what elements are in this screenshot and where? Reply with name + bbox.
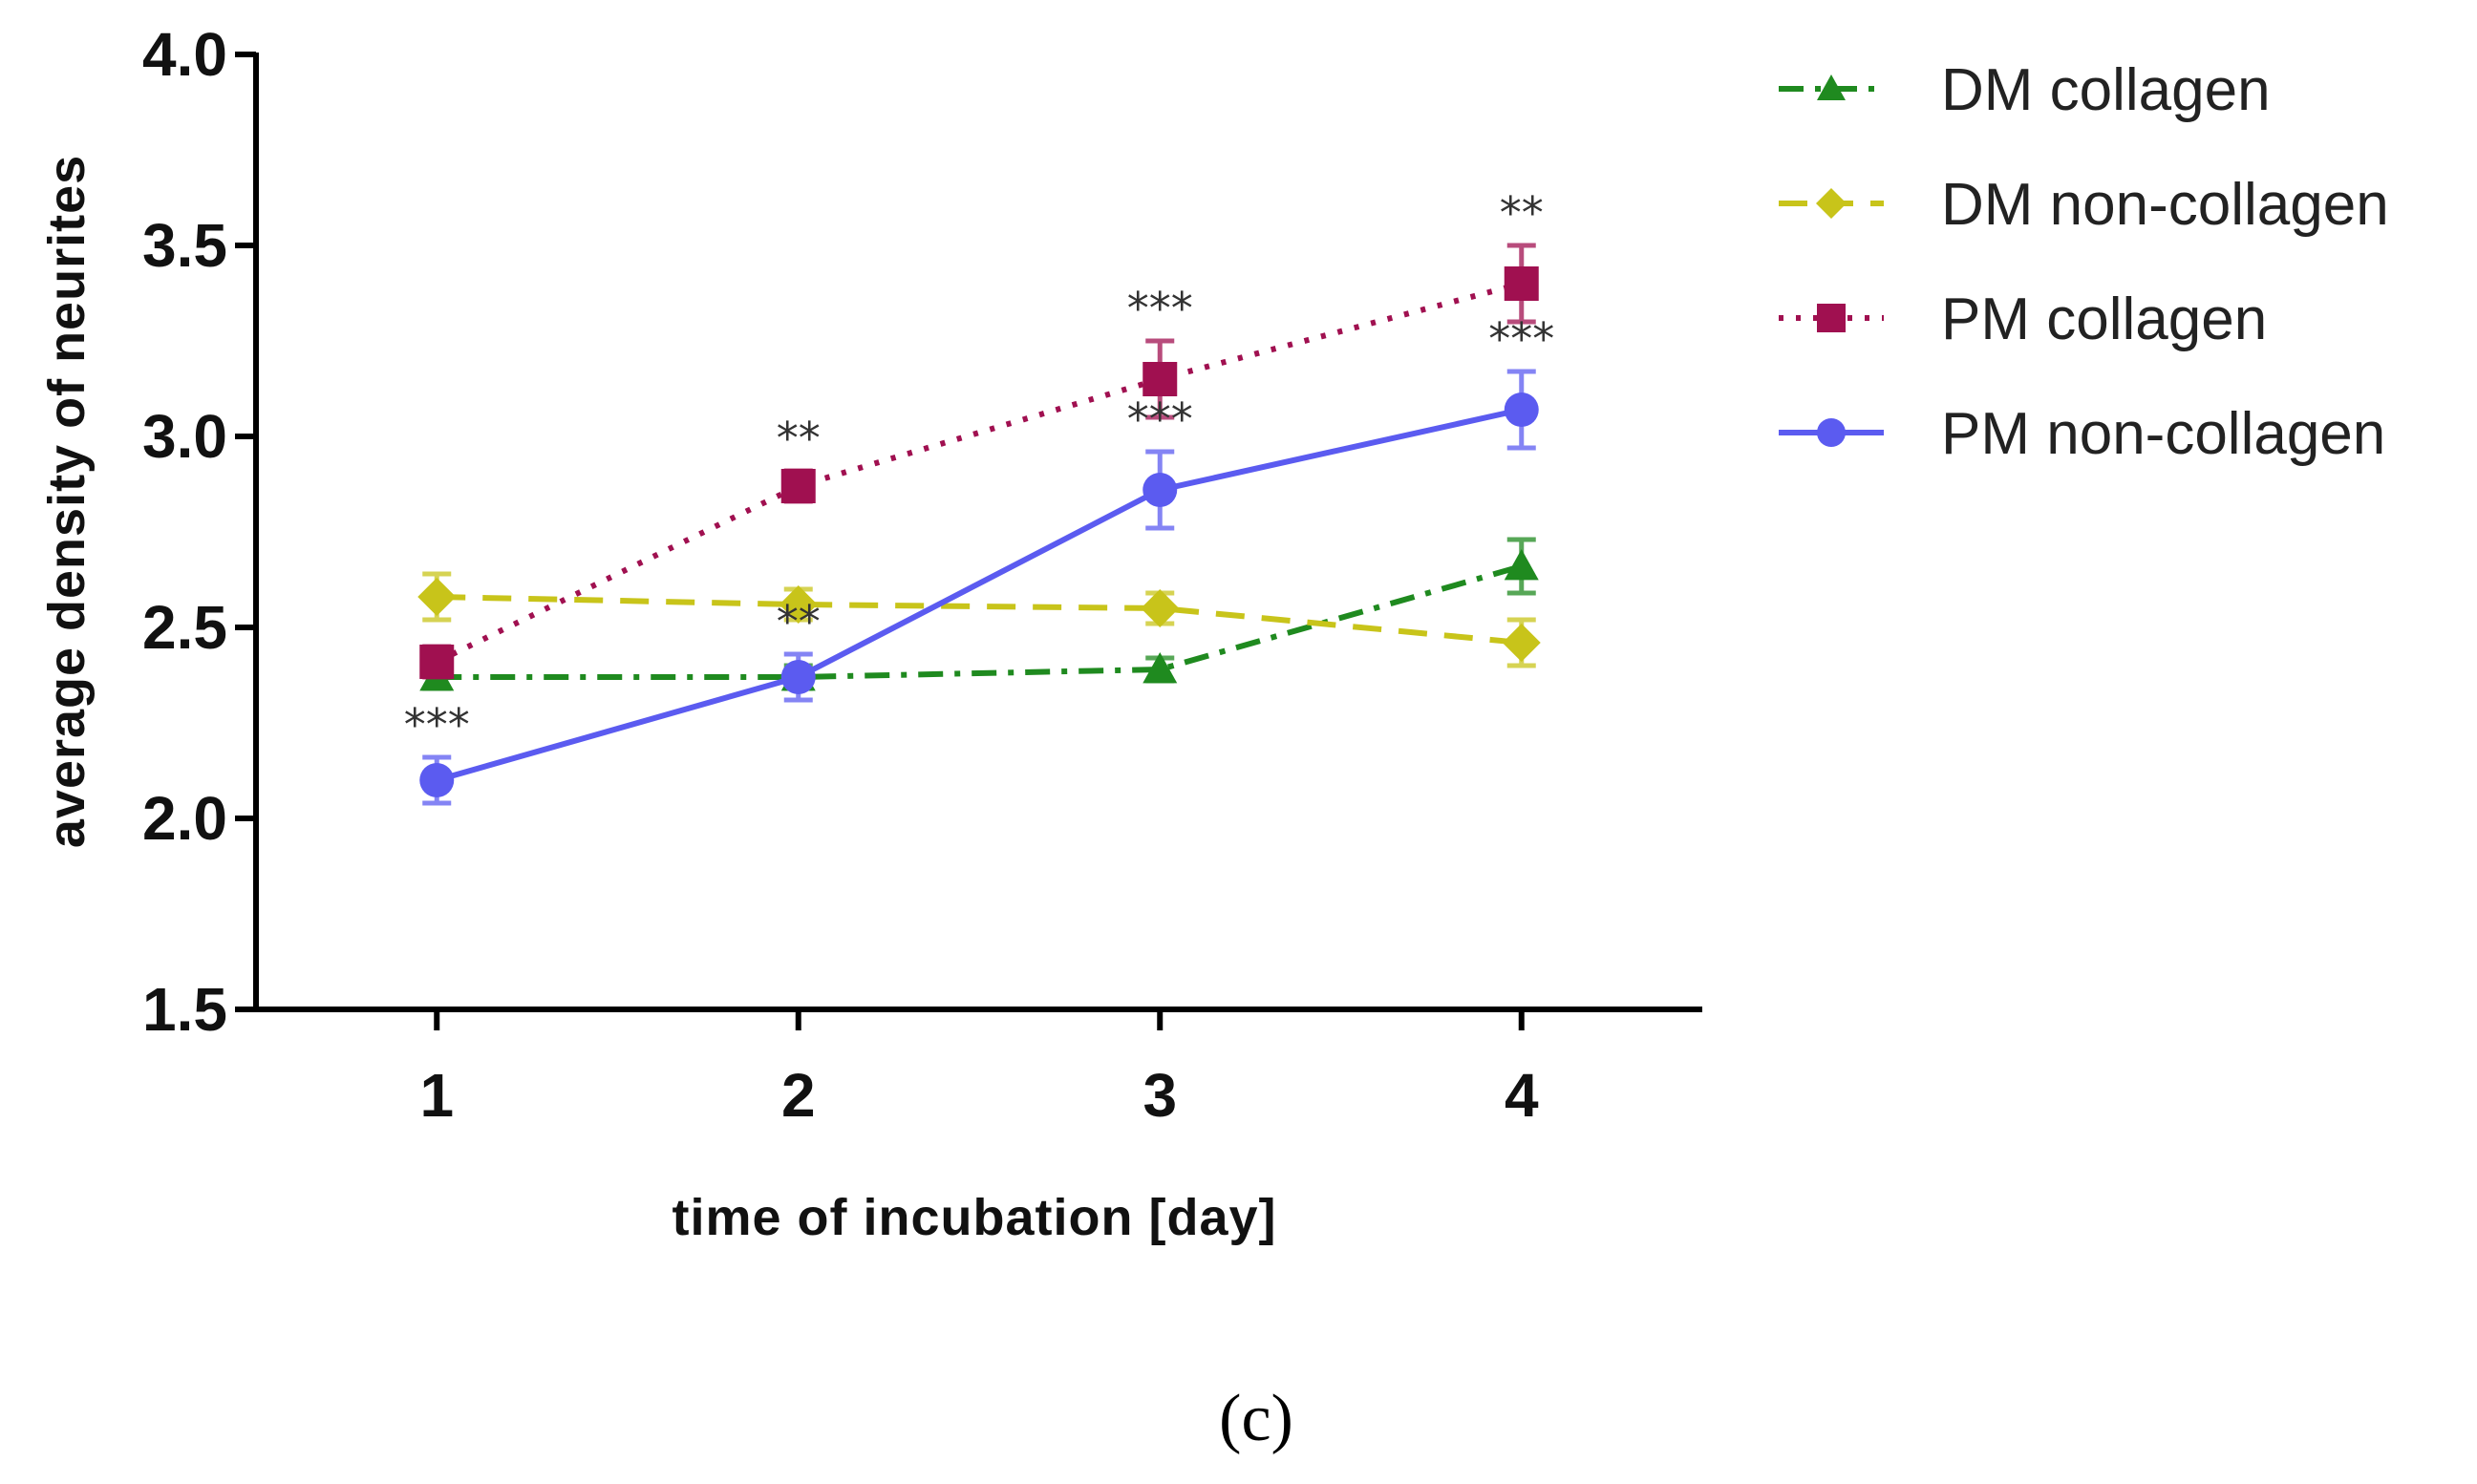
- legend: DM collagen DM non-collagen PM collagen PM …: [1779, 57, 2389, 467]
- significance-label: ***: [404, 699, 470, 751]
- data-point: [417, 578, 457, 616]
- y-tick-label: 3.5: [142, 211, 227, 280]
- legend-label: DM collagen: [1941, 57, 2271, 123]
- series-line: [437, 563, 1523, 680]
- significance-label: ***: [1127, 393, 1193, 445]
- y-tick-label: 1.5: [142, 975, 227, 1044]
- x-tick-label: 4: [1505, 1061, 1539, 1130]
- y-tick-label: 2.0: [142, 784, 227, 853]
- y-axis-title: average density of neurites: [38, 155, 96, 848]
- legend-marker: [1817, 304, 1846, 332]
- significance-label: ***: [1127, 283, 1193, 334]
- legend-item: PM non-collagen: [1779, 401, 2385, 467]
- y-tick-label: 2.5: [142, 593, 227, 662]
- data-point: [779, 585, 818, 624]
- x-tick-label: 2: [781, 1061, 816, 1130]
- data-point: [1504, 266, 1539, 301]
- series-pm-non-collagen: [419, 369, 1539, 806]
- data-point: [1504, 392, 1539, 427]
- series-line: [437, 594, 1523, 646]
- legend-marker: [1817, 74, 1846, 100]
- significance-layer: ******************: [404, 187, 1555, 751]
- legend-label: DM non-collagen: [1941, 172, 2389, 238]
- y-tick-label: 4.0: [142, 20, 227, 89]
- y-tick-label: 3.0: [142, 402, 227, 471]
- series-dm-non-collagen: [417, 571, 1541, 668]
- data-point: [1142, 362, 1178, 396]
- x-tick-label: 3: [1142, 1061, 1177, 1130]
- data-point: [419, 645, 455, 679]
- series-pm-collagen: [419, 243, 1539, 680]
- legend-marker: [1816, 188, 1847, 219]
- data-point: [1142, 652, 1178, 684]
- x-axis-title: time of incubation [day]: [672, 1189, 1276, 1246]
- x-tick-label: 1: [419, 1061, 454, 1130]
- series-dm-collagen: [419, 537, 1539, 691]
- significance-label: **: [777, 596, 821, 647]
- series-line: [436, 407, 1523, 783]
- figure-caption: (c): [1219, 1382, 1293, 1455]
- significance-label: ***: [1488, 313, 1554, 365]
- legend-label: PM collagen: [1941, 286, 2267, 352]
- data-point: [1502, 624, 1541, 662]
- significance-label: **: [1500, 187, 1544, 239]
- series-line: [435, 281, 1523, 665]
- data-point: [1142, 473, 1178, 507]
- legend-item: DM non-collagen: [1779, 172, 2389, 238]
- significance-label: **: [777, 413, 821, 464]
- series-layer: [417, 243, 1541, 806]
- data-point: [1504, 549, 1539, 581]
- legend-label: PM non-collagen: [1941, 401, 2385, 467]
- data-point: [1141, 589, 1180, 627]
- data-point: [419, 763, 455, 797]
- axes: 1.5 2.0 2.5 3.0 3.5 4.0 1 2 3 4: [142, 20, 1702, 1130]
- legend-item: DM collagen: [1779, 57, 2271, 123]
- data-point: [780, 469, 816, 503]
- legend-marker: [1817, 418, 1846, 447]
- data-point: [780, 660, 816, 694]
- legend-item: PM collagen: [1779, 286, 2267, 352]
